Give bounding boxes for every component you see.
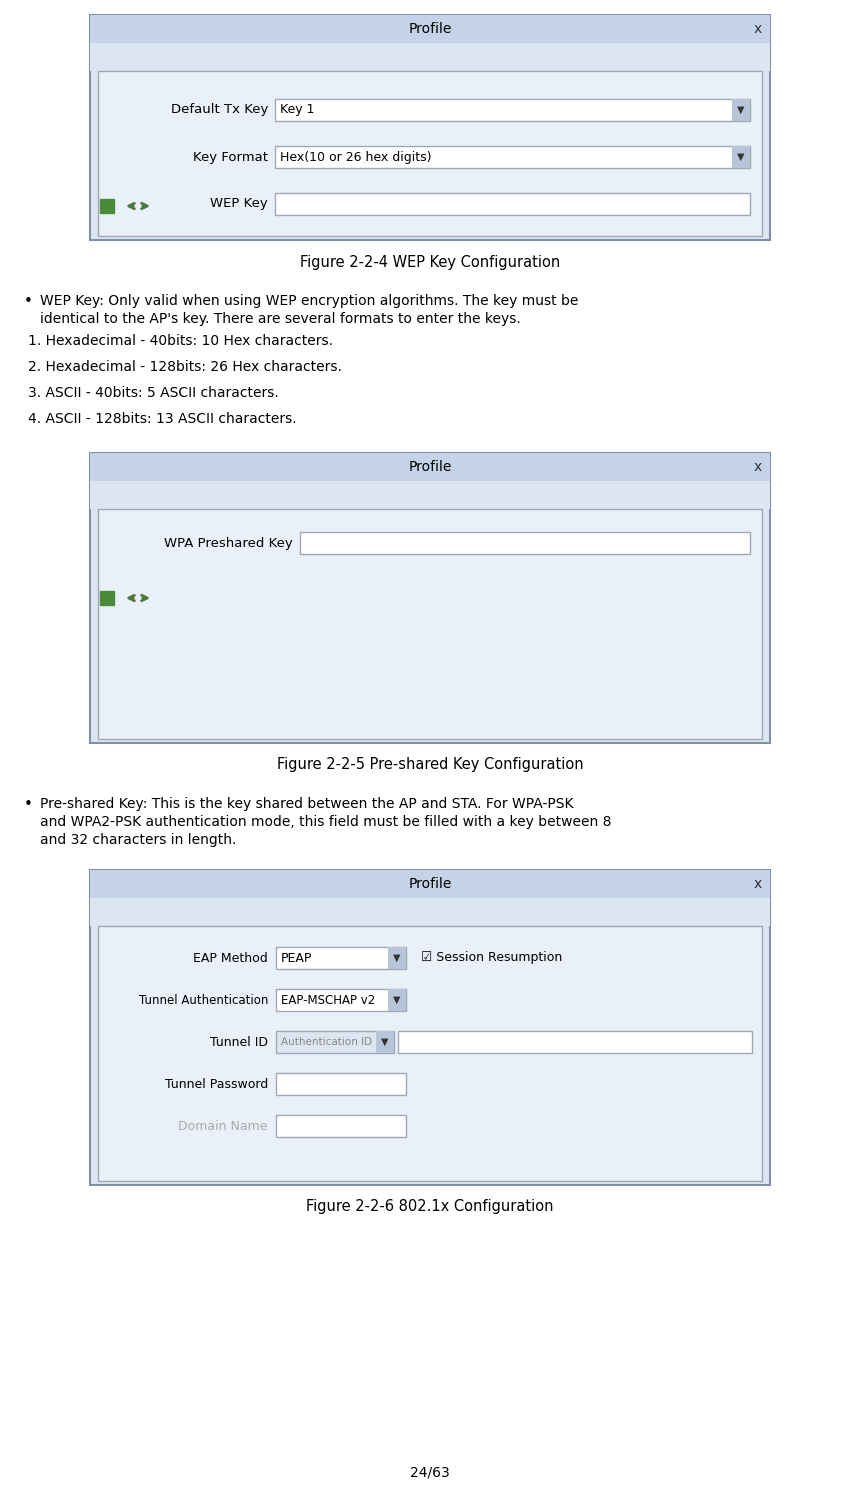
Text: ▼: ▼ bbox=[737, 106, 745, 114]
FancyBboxPatch shape bbox=[90, 480, 770, 509]
FancyBboxPatch shape bbox=[732, 146, 750, 168]
Text: ▼: ▼ bbox=[393, 995, 401, 1005]
FancyBboxPatch shape bbox=[98, 926, 762, 1181]
FancyBboxPatch shape bbox=[276, 947, 406, 970]
Text: 4. ASCII - 128bits: 13 ASCII characters.: 4. ASCII - 128bits: 13 ASCII characters. bbox=[28, 412, 297, 425]
FancyBboxPatch shape bbox=[276, 1074, 406, 1094]
Text: identical to the AP's key. There are several formats to enter the keys.: identical to the AP's key. There are sev… bbox=[40, 312, 521, 326]
FancyBboxPatch shape bbox=[90, 454, 770, 480]
Text: PEAP: PEAP bbox=[281, 952, 312, 965]
Text: EAP Method: EAP Method bbox=[194, 952, 268, 965]
FancyBboxPatch shape bbox=[275, 146, 750, 168]
Text: Figure 2-2-4 WEP Key Configuration: Figure 2-2-4 WEP Key Configuration bbox=[300, 254, 560, 269]
Text: 2. Hexadecimal - 128bits: 26 Hex characters.: 2. Hexadecimal - 128bits: 26 Hex charact… bbox=[28, 360, 342, 375]
FancyBboxPatch shape bbox=[90, 898, 770, 926]
Text: WPA Preshared Key: WPA Preshared Key bbox=[164, 537, 293, 550]
Text: •: • bbox=[23, 797, 33, 812]
FancyBboxPatch shape bbox=[388, 989, 406, 1011]
FancyBboxPatch shape bbox=[90, 870, 770, 1185]
Text: ☑ Session Resumption: ☑ Session Resumption bbox=[421, 952, 562, 965]
FancyBboxPatch shape bbox=[276, 1115, 406, 1138]
Text: x: x bbox=[754, 459, 762, 474]
Text: Hex(10 or 26 hex digits): Hex(10 or 26 hex digits) bbox=[280, 150, 432, 164]
FancyBboxPatch shape bbox=[300, 532, 750, 555]
Text: x: x bbox=[754, 877, 762, 891]
Text: Tunnel Authentication: Tunnel Authentication bbox=[138, 993, 268, 1007]
FancyBboxPatch shape bbox=[98, 509, 762, 739]
Text: Authentication ID: Authentication ID bbox=[281, 1036, 372, 1047]
FancyBboxPatch shape bbox=[276, 1030, 394, 1053]
Text: Key Format: Key Format bbox=[193, 150, 268, 164]
FancyBboxPatch shape bbox=[90, 15, 770, 239]
Text: Figure 2-2-5 Pre-shared Key Configuration: Figure 2-2-5 Pre-shared Key Configuratio… bbox=[277, 757, 583, 773]
FancyBboxPatch shape bbox=[90, 15, 770, 43]
FancyBboxPatch shape bbox=[376, 1030, 394, 1053]
Text: •: • bbox=[23, 294, 33, 309]
Bar bbox=[100, 199, 114, 213]
FancyBboxPatch shape bbox=[732, 100, 750, 120]
Bar bbox=[100, 590, 114, 605]
Text: ▼: ▼ bbox=[381, 1036, 389, 1047]
Text: and WPA2-PSK authentication mode, this field must be filled with a key between 8: and WPA2-PSK authentication mode, this f… bbox=[40, 815, 611, 828]
Text: WEP Key: WEP Key bbox=[210, 198, 268, 211]
Text: 3. ASCII - 40bits: 5 ASCII characters.: 3. ASCII - 40bits: 5 ASCII characters. bbox=[28, 387, 279, 400]
FancyBboxPatch shape bbox=[388, 947, 406, 970]
Text: ▼: ▼ bbox=[393, 953, 401, 964]
FancyBboxPatch shape bbox=[90, 454, 770, 744]
Text: Default Tx Key: Default Tx Key bbox=[170, 104, 268, 116]
FancyBboxPatch shape bbox=[275, 193, 750, 216]
FancyBboxPatch shape bbox=[98, 71, 762, 236]
FancyBboxPatch shape bbox=[398, 1030, 752, 1053]
Text: Figure 2-2-6 802.1x Configuration: Figure 2-2-6 802.1x Configuration bbox=[306, 1200, 554, 1215]
Text: Profile: Profile bbox=[408, 459, 452, 474]
Text: WEP Key: Only valid when using WEP encryption algorithms. The key must be: WEP Key: Only valid when using WEP encry… bbox=[40, 294, 579, 308]
Text: 1. Hexadecimal - 40bits: 10 Hex characters.: 1. Hexadecimal - 40bits: 10 Hex characte… bbox=[28, 335, 333, 348]
Text: Tunnel Password: Tunnel Password bbox=[165, 1078, 268, 1090]
Text: EAP-MSCHAP v2: EAP-MSCHAP v2 bbox=[281, 993, 375, 1007]
FancyBboxPatch shape bbox=[276, 989, 406, 1011]
Text: and 32 characters in length.: and 32 characters in length. bbox=[40, 833, 237, 848]
FancyBboxPatch shape bbox=[90, 870, 770, 898]
FancyBboxPatch shape bbox=[275, 100, 750, 120]
Text: Domain Name: Domain Name bbox=[179, 1120, 268, 1133]
FancyBboxPatch shape bbox=[90, 43, 770, 71]
Text: Profile: Profile bbox=[408, 22, 452, 36]
Text: Profile: Profile bbox=[408, 877, 452, 891]
Text: x: x bbox=[754, 22, 762, 36]
Text: Tunnel ID: Tunnel ID bbox=[210, 1035, 268, 1048]
Text: ▼: ▼ bbox=[737, 152, 745, 162]
Text: Key 1: Key 1 bbox=[280, 104, 315, 116]
Text: Pre-shared Key: This is the key shared between the AP and STA. For WPA-PSK: Pre-shared Key: This is the key shared b… bbox=[40, 797, 574, 810]
Text: 24/63: 24/63 bbox=[410, 1465, 450, 1480]
